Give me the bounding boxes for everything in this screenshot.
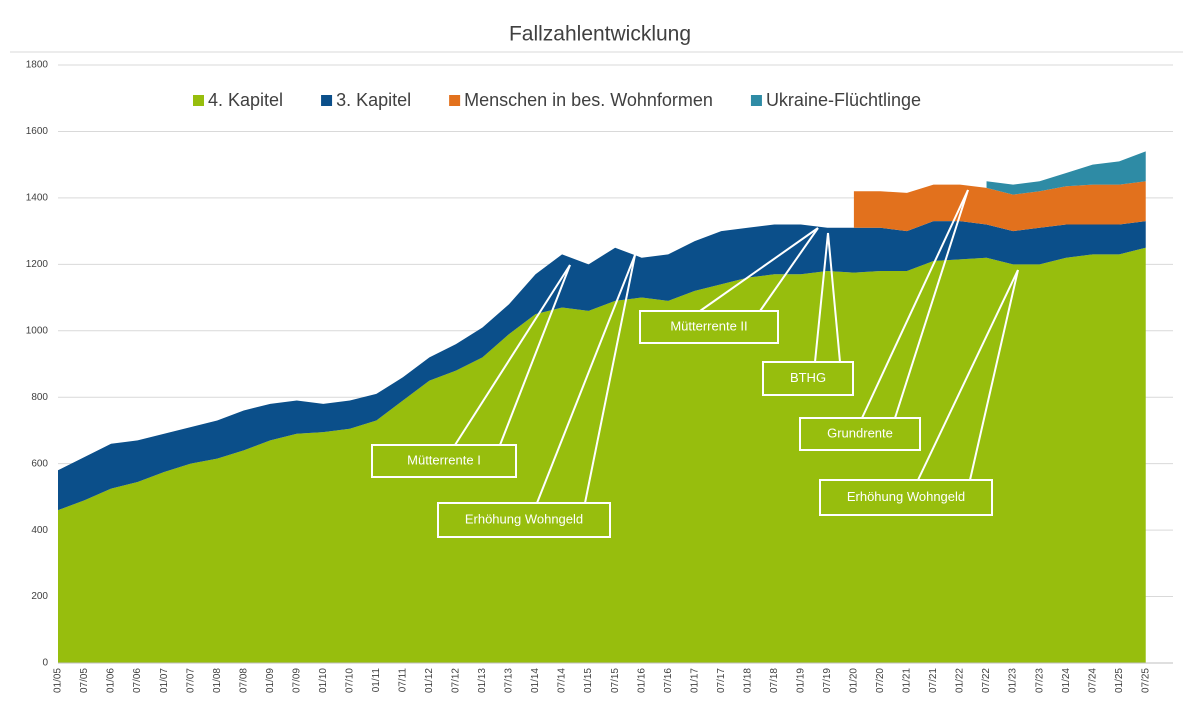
x-tick-label: 07/21 — [928, 668, 939, 693]
chart-title: Fallzahlentwicklung — [509, 23, 691, 46]
x-tick-label: 07/17 — [716, 668, 727, 693]
x-tick-label: 01/18 — [742, 668, 753, 693]
x-tick-label: 01/12 — [424, 668, 435, 693]
callout-line — [499, 264, 571, 446]
callout-label: Mütterrente II — [670, 318, 747, 333]
x-tick-label: 07/23 — [1034, 668, 1045, 693]
x-tick-label: 07/22 — [981, 668, 992, 693]
legend-label: Ukraine-Flüchtlinge — [766, 90, 921, 110]
legend-label: 3. Kapitel — [336, 90, 411, 110]
x-tick-label: 01/21 — [902, 668, 913, 693]
y-tick-label: 1800 — [26, 60, 49, 71]
x-tick-label: 01/13 — [477, 668, 488, 693]
x-tick-label: 01/15 — [583, 668, 594, 693]
callout-label: Erhöhung Wohngeld — [465, 511, 583, 526]
legend-swatch — [321, 95, 333, 106]
x-tick-label: 07/10 — [344, 668, 355, 693]
x-tick-label: 01/11 — [371, 668, 382, 693]
y-tick-label: 200 — [31, 591, 48, 602]
x-tick-label: 07/09 — [291, 668, 302, 693]
x-tick-label: 07/06 — [132, 668, 143, 693]
x-tick-label: 07/12 — [451, 668, 462, 693]
area — [58, 221, 1146, 511]
y-tick-label: 1200 — [26, 259, 49, 270]
x-tick-label: 01/14 — [530, 668, 541, 693]
x-tick-label: 07/24 — [1087, 668, 1098, 693]
x-tick-label: 01/06 — [106, 668, 117, 693]
y-tick-label: 600 — [31, 458, 48, 469]
legend-swatch — [750, 95, 762, 106]
x-tick-label: 07/08 — [238, 668, 249, 693]
x-tick-label: 07/16 — [663, 668, 674, 693]
x-tick-label: 01/25 — [1114, 668, 1125, 693]
x-tick-label: 07/07 — [185, 668, 196, 693]
y-tick-label: 1000 — [26, 325, 49, 336]
x-tick-label: 07/15 — [610, 668, 621, 693]
y-tick-label: 800 — [31, 392, 48, 403]
callout-label: Grundrente — [827, 425, 893, 440]
x-tick-label: 01/23 — [1008, 668, 1019, 693]
x-tick-label: 01/16 — [636, 668, 647, 693]
callout-line — [969, 269, 1019, 481]
x-tick-label: 07/11 — [398, 668, 409, 693]
x-tick-label: 01/20 — [849, 668, 860, 693]
y-tick-label: 400 — [31, 525, 48, 536]
x-tick-label: 07/13 — [504, 668, 515, 693]
legend-swatch — [193, 95, 204, 106]
x-tick-label: 07/18 — [769, 668, 780, 693]
x-tick-label: 01/08 — [212, 668, 223, 693]
area — [986, 151, 1146, 195]
x-tick-label: 01/10 — [318, 668, 329, 693]
area — [58, 247, 1146, 663]
legend: 4. Kapitel 3. Kapitel Menschen in bes. Woh… — [193, 90, 921, 110]
legend-label: Menschen in bes. Wohnformen — [464, 90, 713, 110]
callout-line — [894, 189, 969, 419]
x-tick-label: 01/24 — [1061, 668, 1072, 693]
y-tick-label: 0 — [42, 658, 48, 669]
area — [853, 181, 1146, 232]
x-tick-label: 01/09 — [265, 668, 276, 693]
callout-line — [861, 189, 969, 419]
x-tick-label: 01/17 — [689, 668, 700, 693]
x-tick-label: 01/19 — [795, 668, 806, 693]
legend-swatch — [449, 95, 461, 106]
legend-label: 4. Kapitel — [208, 90, 283, 110]
x-tick-label: 01/22 — [955, 668, 966, 693]
callout-box — [371, 444, 517, 478]
callout-box — [437, 502, 611, 538]
callout-label: Mütterrente I — [407, 452, 481, 467]
callout-label: BTHG — [790, 370, 826, 385]
x-tick-label: 07/05 — [79, 668, 90, 693]
x-tick-label: 07/20 — [875, 668, 886, 693]
callout-line — [759, 227, 819, 312]
callout-line — [699, 227, 819, 312]
y-tick-label: 1400 — [26, 193, 49, 204]
callout-box — [799, 417, 921, 451]
callout-line — [584, 254, 636, 504]
callout-line — [917, 269, 1019, 481]
x-tick-label: 07/25 — [1140, 668, 1151, 693]
callout-line — [536, 254, 636, 504]
callout-box — [819, 479, 993, 516]
x-tick-label: 01/07 — [159, 668, 170, 693]
callout-box — [639, 310, 779, 344]
x-tick-label: 07/19 — [822, 668, 833, 693]
callout-box — [762, 361, 854, 396]
callout-line — [814, 232, 829, 363]
x-tick-label: 07/14 — [557, 668, 568, 693]
x-tick-label: 01/05 — [53, 668, 64, 693]
y-tick-label: 1600 — [26, 126, 49, 137]
callout-line — [454, 264, 571, 446]
callout-line — [827, 232, 841, 363]
callout-label: Erhöhung Wohngeld — [847, 489, 965, 504]
